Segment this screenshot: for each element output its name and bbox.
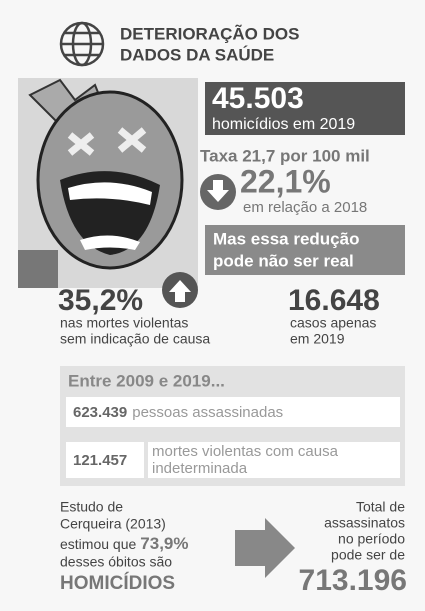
- study-text: estimou que: [60, 536, 136, 552]
- total-line: no período: [338, 531, 405, 547]
- cases-label: em 2019: [290, 331, 345, 347]
- increase-label: sem indicação de causa: [60, 331, 210, 347]
- period-label: indeterminada: [152, 460, 248, 477]
- total-number: 713.196: [299, 564, 407, 597]
- warning-line: Mas essa redução: [213, 229, 359, 248]
- title-line: DADOS DA SAÚDE: [120, 45, 274, 64]
- period-label: mortes violentas com causa: [152, 443, 339, 460]
- study-line: Cerqueira (2013): [60, 516, 166, 532]
- study-emphasis: HOMICÍDIOS: [60, 572, 175, 594]
- cartoon: [18, 78, 198, 288]
- homicides-label: homicídios em 2019: [212, 116, 355, 133]
- homicides-box: [205, 82, 405, 135]
- period-title: Entre 2009 e 2019...: [68, 371, 225, 390]
- increase-number: 35,2%: [58, 284, 143, 317]
- study-highlight: 73,9%: [140, 534, 188, 553]
- study-line: estimou que 73,9%: [60, 534, 188, 553]
- period-number: 623.439: [73, 404, 127, 421]
- total-line: pode ser de: [331, 547, 405, 563]
- increase-label: nas mortes violentas: [60, 315, 188, 331]
- total-line: Total de: [356, 499, 405, 515]
- cases-number: 16.648: [288, 284, 380, 317]
- up-arrow-icon: [162, 272, 198, 308]
- total-line: assassinatos: [324, 515, 405, 531]
- period-number: 121.457: [73, 452, 127, 469]
- cases-label: casos apenas: [290, 315, 376, 331]
- globe-icon: [59, 21, 105, 67]
- period-label: pessoas assassinadas: [132, 404, 283, 421]
- arrow: [235, 518, 295, 578]
- rate: Taxa 21,7 por 100 mil: [200, 146, 370, 165]
- period-row: [148, 442, 400, 478]
- change-label: em relação a 2018: [243, 199, 367, 216]
- title-line: DETERIORAÇÃO DOS: [120, 23, 299, 43]
- period-row: [66, 442, 144, 478]
- period-row-text: 623.439 pessoas assassinadas: [73, 404, 283, 421]
- study-line: desses óbitos são: [60, 554, 172, 570]
- warning-box: [205, 225, 405, 275]
- down-arrow-icon: [200, 174, 236, 210]
- warning-line: pode não ser real: [213, 251, 354, 270]
- change-number: 22,1%: [240, 163, 331, 199]
- study-line: Estudo de: [60, 499, 123, 515]
- homicides-number: 45.503: [212, 82, 304, 115]
- period-row: [66, 397, 400, 427]
